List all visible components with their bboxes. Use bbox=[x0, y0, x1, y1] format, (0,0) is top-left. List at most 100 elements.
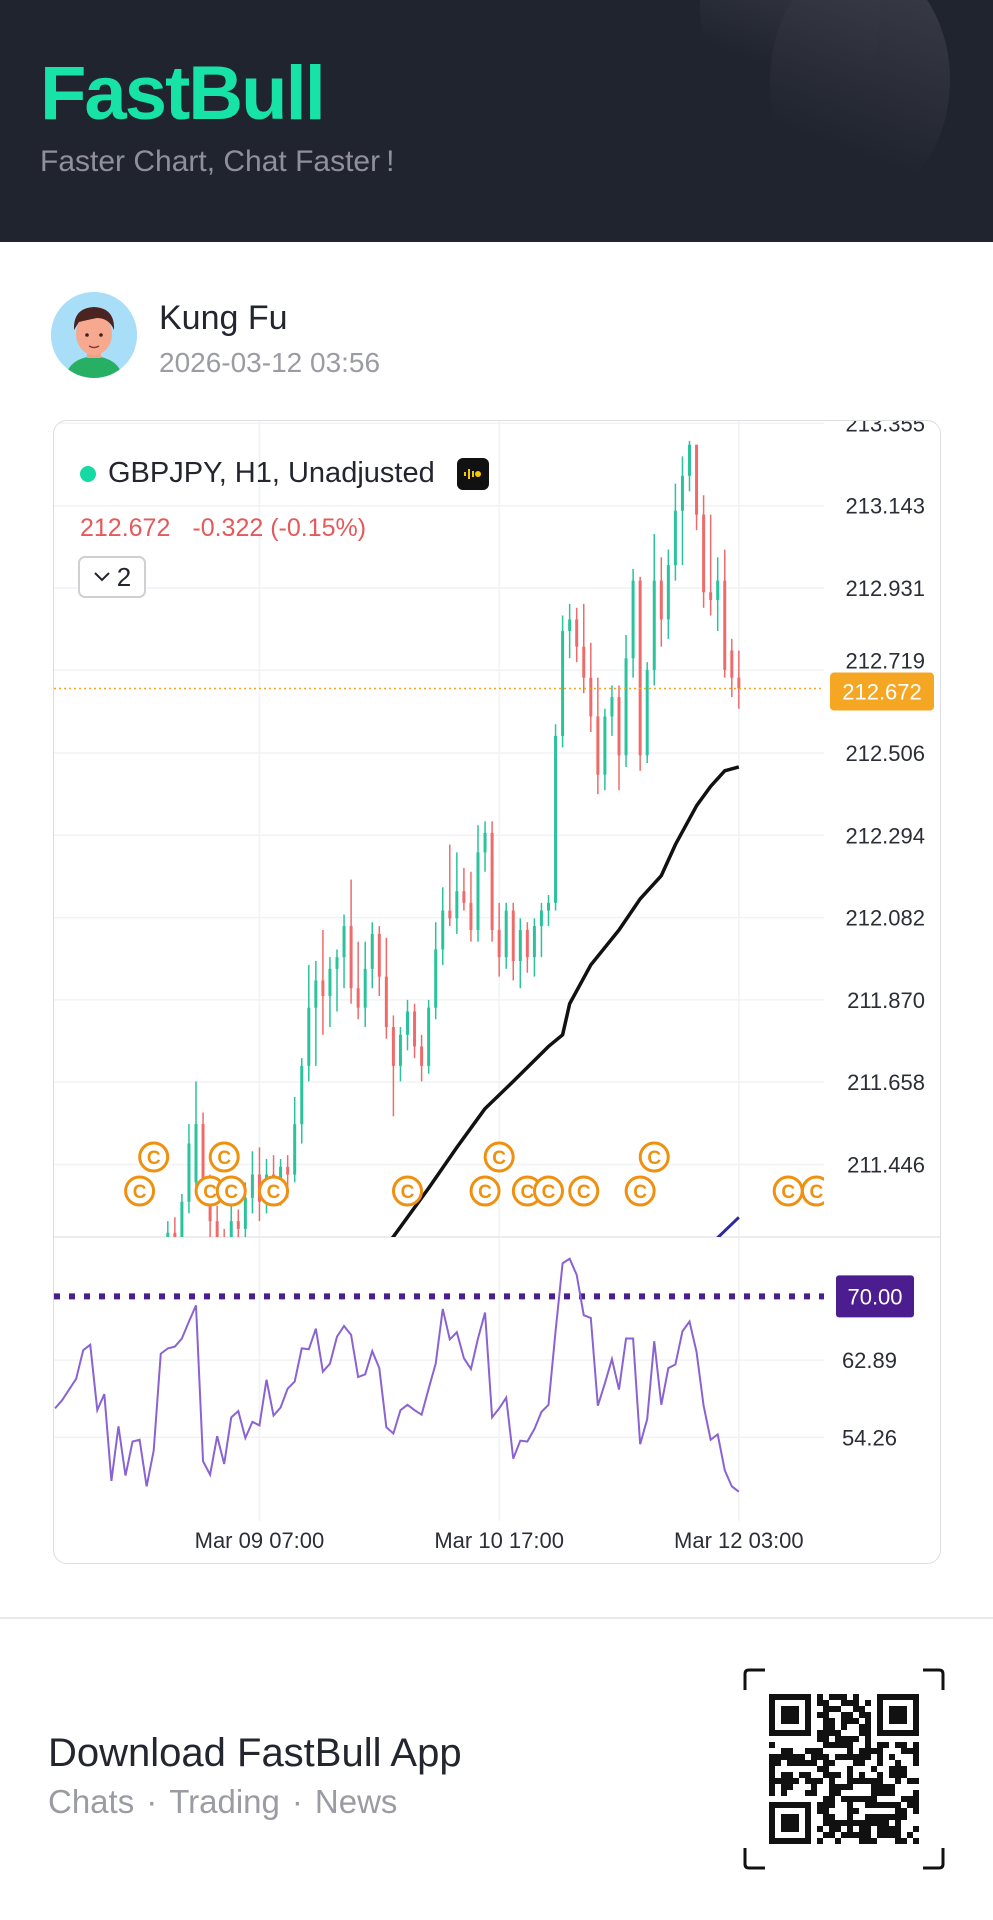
qr-module bbox=[841, 1724, 847, 1730]
candle-body bbox=[68, 1314, 71, 1326]
candle bbox=[342, 914, 346, 989]
qr-module bbox=[787, 1748, 793, 1754]
author-name[interactable]: Kung Fu bbox=[159, 299, 288, 337]
candle bbox=[483, 821, 487, 872]
qr-module bbox=[877, 1832, 883, 1838]
qr-module bbox=[835, 1706, 841, 1712]
qr-module bbox=[841, 1718, 847, 1724]
candle bbox=[518, 918, 522, 989]
qr-module bbox=[847, 1802, 853, 1808]
indicator-count: 2 bbox=[116, 561, 132, 592]
qr-module bbox=[889, 1766, 895, 1772]
qr-corner-bracket bbox=[743, 1668, 765, 1690]
candle-body bbox=[180, 1201, 184, 1237]
candle bbox=[617, 685, 621, 791]
qr-module bbox=[901, 1814, 907, 1820]
qr-module bbox=[889, 1826, 895, 1832]
qr-module bbox=[769, 1790, 775, 1796]
qr-module bbox=[817, 1754, 823, 1760]
qr-module bbox=[895, 1820, 901, 1826]
qr-module bbox=[865, 1700, 871, 1706]
qr-module bbox=[847, 1754, 853, 1760]
qr-module bbox=[877, 1820, 883, 1826]
qr-module bbox=[859, 1820, 865, 1826]
qr-module bbox=[769, 1742, 775, 1748]
qr-module bbox=[835, 1730, 841, 1736]
candle-body bbox=[321, 980, 325, 996]
qr-module bbox=[847, 1766, 853, 1772]
candle bbox=[455, 852, 459, 934]
candle-body bbox=[645, 669, 649, 756]
symbol-label: GBPJPY, H1, Unadjusted bbox=[108, 457, 435, 489]
qr-module bbox=[865, 1742, 871, 1748]
last-price-tag-label: 212.672 bbox=[842, 680, 922, 705]
chart-card[interactable]: C C C C C C C C C C C C C C C C 213.355 213.143 212.931 212… bbox=[53, 420, 941, 1564]
qr-module bbox=[889, 1802, 895, 1808]
price-axis-label: 211.658 bbox=[847, 1070, 925, 1095]
candle bbox=[631, 568, 635, 678]
qr-finder-center bbox=[781, 1706, 799, 1724]
candle-body bbox=[61, 1326, 64, 1345]
status-dot bbox=[80, 465, 96, 482]
event-marker-label: C bbox=[267, 1182, 281, 1203]
candle-body bbox=[680, 475, 684, 511]
download-qr-code[interactable] bbox=[743, 1668, 945, 1870]
qr-module bbox=[901, 1772, 907, 1778]
qr-module bbox=[847, 1820, 853, 1826]
candle-body bbox=[624, 658, 628, 756]
candle bbox=[384, 937, 388, 1039]
qr-module bbox=[853, 1736, 859, 1742]
candle-body bbox=[349, 926, 353, 989]
candle bbox=[652, 534, 656, 686]
qr-corner-bracket bbox=[743, 1848, 765, 1870]
qr-module bbox=[865, 1712, 871, 1718]
qr-module bbox=[859, 1754, 865, 1760]
indicator-toggle-button[interactable]: 2 bbox=[78, 556, 146, 598]
candle-body bbox=[420, 1046, 424, 1066]
candle bbox=[293, 1096, 297, 1183]
candle bbox=[561, 615, 565, 748]
qr-module bbox=[829, 1814, 835, 1820]
candle bbox=[75, 1291, 78, 1338]
qr-module bbox=[865, 1736, 871, 1742]
qr-module bbox=[781, 1772, 787, 1778]
qr-module bbox=[865, 1814, 871, 1820]
candle bbox=[103, 1299, 106, 1353]
candle-body bbox=[511, 910, 515, 962]
qr-module bbox=[817, 1802, 823, 1808]
candle bbox=[159, 1244, 162, 1291]
qr-module bbox=[787, 1784, 793, 1790]
candle-body bbox=[469, 902, 473, 931]
price-axis-label: 212.294 bbox=[845, 823, 925, 848]
rsi-line bbox=[54, 1257, 740, 1493]
last-price: 212.672 bbox=[80, 514, 171, 542]
qr-module bbox=[775, 1760, 781, 1766]
qr-module bbox=[823, 1802, 829, 1808]
candle-body bbox=[413, 1011, 417, 1047]
qr-module bbox=[835, 1742, 841, 1748]
qr-module bbox=[769, 1772, 775, 1778]
candle bbox=[497, 902, 501, 977]
qr-module bbox=[913, 1802, 919, 1808]
qr-module bbox=[871, 1766, 877, 1772]
candle-body bbox=[110, 1318, 113, 1337]
qr-module bbox=[823, 1814, 829, 1820]
qr-module bbox=[781, 1790, 787, 1796]
qr-module bbox=[871, 1820, 877, 1826]
qr-module bbox=[817, 1730, 823, 1736]
price-axis-label: 212.931 bbox=[845, 576, 925, 601]
event-marker-circle bbox=[638, 1141, 670, 1173]
candle-body bbox=[314, 980, 318, 1008]
candle-body bbox=[145, 1299, 148, 1315]
price-axis-label: 211.446 bbox=[847, 1152, 925, 1177]
candle-body bbox=[54, 1345, 57, 1357]
avatar[interactable] bbox=[51, 292, 137, 378]
qr-module bbox=[829, 1760, 835, 1766]
qr-module bbox=[811, 1754, 817, 1760]
candle-body bbox=[518, 930, 522, 962]
qr-module bbox=[877, 1802, 883, 1808]
candle-body bbox=[716, 580, 720, 601]
candle bbox=[145, 1279, 148, 1329]
sound-wave-icon[interactable] bbox=[456, 457, 489, 490]
